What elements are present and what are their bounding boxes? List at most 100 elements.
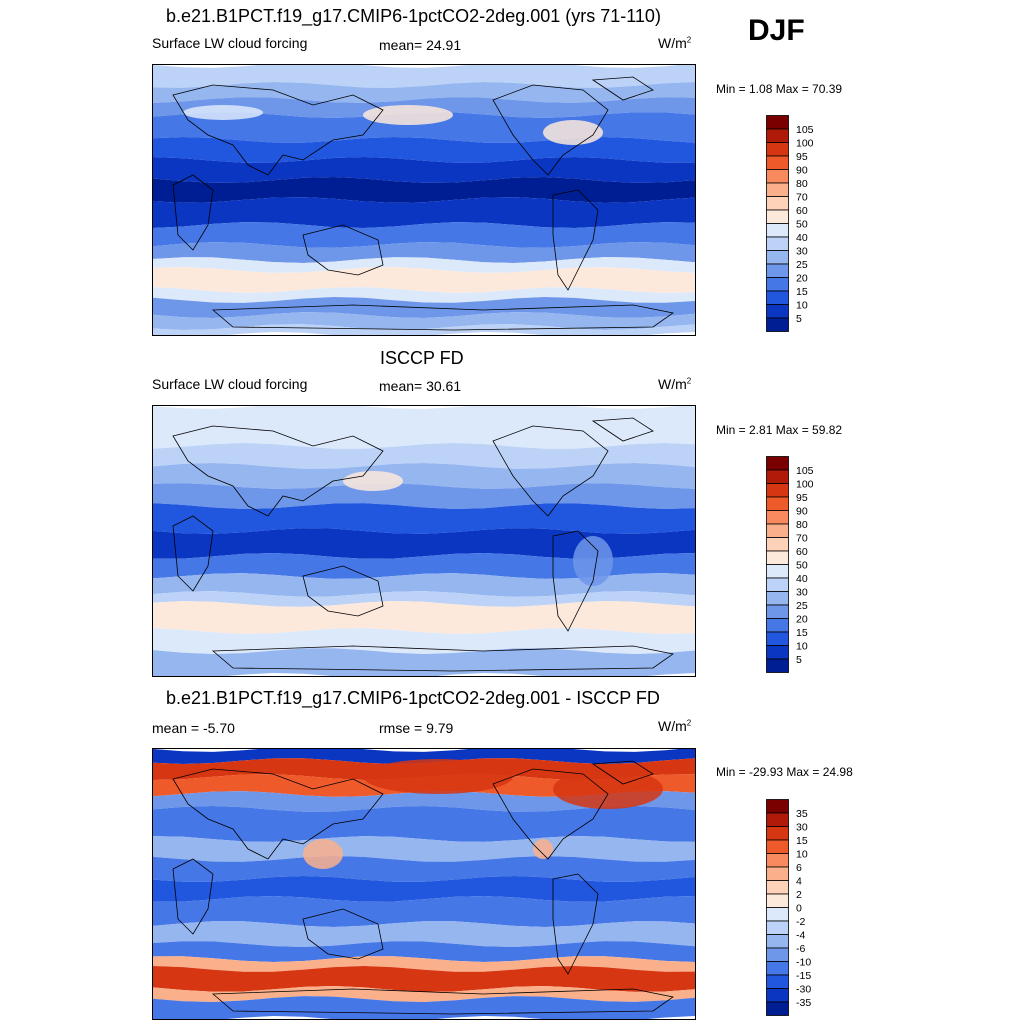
colorbar-swatch	[766, 169, 789, 184]
colorbar-tick-label: 105	[796, 124, 814, 136]
colorbar-swatch	[766, 631, 789, 646]
colorbar-tick-label: 4	[796, 876, 802, 888]
colorbar-tick-label: 90	[796, 506, 808, 518]
colorbar-tick-label: 10	[796, 641, 808, 653]
colorbar-tick-label: 20	[796, 273, 808, 285]
colorbar-swatch	[766, 317, 789, 332]
colorbar-tick-label: 35	[796, 808, 808, 820]
colorbar-tick-label: 30	[796, 246, 808, 258]
colorbar-swatch	[766, 907, 789, 922]
colorbar-swatch	[766, 456, 789, 471]
colorbar-tick-label: 10	[796, 300, 808, 312]
colorbar-tick-label: 70	[796, 192, 808, 204]
colorbar-tick-label: 105	[796, 465, 814, 477]
panel-3-mean: mean = -5.70	[152, 720, 235, 736]
colorbar-swatch	[766, 483, 789, 498]
colorbar-swatch	[766, 290, 789, 305]
panel-3-colorbar: 35 30 15 10 6 4 2 0 -2 -4 -6 -10 -15 -30 -35	[766, 799, 836, 1017]
colorbar-tick-label: 0	[796, 903, 802, 915]
colorbar-tick-label: 80	[796, 519, 808, 531]
colorbar-swatch	[766, 853, 789, 868]
colorbar-tick-label: 30	[796, 822, 808, 834]
colorbar-swatch	[766, 880, 789, 895]
colorbar-tick-label: 60	[796, 205, 808, 217]
colorbar-tick-label: -10	[796, 957, 811, 969]
panel-1-mean: mean= 24.91	[379, 37, 462, 53]
colorbar-swatch	[766, 263, 789, 278]
panel-2-units: W/m2	[658, 376, 692, 392]
panel-3-rmse: rmse = 9.79	[379, 720, 454, 736]
colorbar-swatch	[766, 799, 789, 814]
panel-1-title: b.e21.B1PCT.f19_g17.CMIP6-1pctCO2-2deg.0…	[166, 6, 661, 26]
colorbar-swatch	[766, 496, 789, 511]
colorbar-tick-label: 70	[796, 533, 808, 545]
colorbar-tick-label: 50	[796, 219, 808, 231]
panel-1-minmax: Min = 1.08 Max = 70.39	[716, 82, 843, 96]
colorbar-tick-label: 10	[796, 849, 808, 861]
colorbar-tick-label: 100	[796, 138, 814, 150]
colorbar-tick-label: 95	[796, 151, 808, 163]
colorbar-tick-label: 100	[796, 479, 814, 491]
colorbar-tick-label: -2	[796, 916, 805, 928]
colorbar-swatch	[766, 523, 789, 538]
colorbar-swatch	[766, 591, 789, 606]
colorbar-swatch	[766, 577, 789, 592]
colorbar-swatch	[766, 304, 789, 319]
colorbar-swatch	[766, 920, 789, 935]
colorbar-tick-label: 90	[796, 165, 808, 177]
colorbar-swatch	[766, 618, 789, 633]
colorbar-tick-label: 30	[796, 587, 808, 599]
colorbar-swatch	[766, 604, 789, 619]
colorbar-tick-label: 5	[796, 313, 802, 325]
colorbar-swatch	[766, 115, 789, 130]
colorbar-tick-label: 95	[796, 492, 808, 504]
colorbar-swatch	[766, 209, 789, 224]
season-label: DJF	[748, 14, 805, 47]
colorbar-swatch	[766, 893, 789, 908]
panel-3-units: W/m2	[658, 718, 692, 734]
colorbar-swatch	[766, 142, 789, 157]
colorbar-tick-label: 25	[796, 259, 808, 271]
colorbar-swatch	[766, 182, 789, 197]
colorbar-tick-label: 50	[796, 560, 808, 572]
colorbar-tick-label: -6	[796, 943, 805, 955]
colorbar-tick-label: 15	[796, 286, 808, 298]
colorbar-tick-label: 6	[796, 862, 802, 874]
colorbar-swatch	[766, 974, 789, 989]
colorbar-tick-label: 5	[796, 654, 802, 666]
panel-2-mean: mean= 30.61	[379, 378, 462, 394]
colorbar-swatch	[766, 947, 789, 962]
panel-1-colorbar: 105 100 95 90 80 70 60 50 40 30 25 20 15 10 5	[766, 115, 836, 333]
panel-2-variable-label: Surface LW cloud forcing	[152, 376, 308, 392]
colorbar-swatch	[766, 469, 789, 484]
colorbar-tick-label: 80	[796, 178, 808, 190]
colorbar-tick-label: 15	[796, 627, 808, 639]
panel-1-map	[152, 64, 696, 336]
panel-2-colorbar: 105 100 95 90 80 70 60 50 40 30 25 20 15 10 5	[766, 456, 836, 674]
colorbar-swatch	[766, 564, 789, 579]
colorbar-swatch	[766, 658, 789, 673]
panel-2-title: ISCCP FD	[380, 348, 464, 368]
colorbar-swatch	[766, 277, 789, 292]
colorbar-swatch	[766, 645, 789, 660]
colorbar-tick-label: 20	[796, 614, 808, 626]
colorbar-tick-label: 40	[796, 232, 808, 244]
panel-3-minmax: Min = -29.93 Max = 24.98	[716, 765, 853, 779]
panel-1-variable-label: Surface LW cloud forcing	[152, 35, 308, 51]
colorbar-swatch	[766, 934, 789, 949]
panel-3-map	[152, 748, 696, 1020]
panel-3-title: b.e21.B1PCT.f19_g17.CMIP6-1pctCO2-2deg.0…	[166, 688, 660, 708]
colorbar-swatch	[766, 223, 789, 238]
colorbar-swatch	[766, 537, 789, 552]
colorbar-swatch	[766, 128, 789, 143]
colorbar-swatch	[766, 826, 789, 841]
colorbar-swatch	[766, 250, 789, 265]
colorbar-swatch	[766, 155, 789, 170]
colorbar-swatch	[766, 510, 789, 525]
colorbar-swatch	[766, 961, 789, 976]
colorbar-swatch	[766, 839, 789, 854]
colorbar-tick-label: 2	[796, 889, 802, 901]
colorbar-swatch	[766, 236, 789, 251]
colorbar-swatch	[766, 196, 789, 211]
colorbar-swatch	[766, 988, 789, 1003]
